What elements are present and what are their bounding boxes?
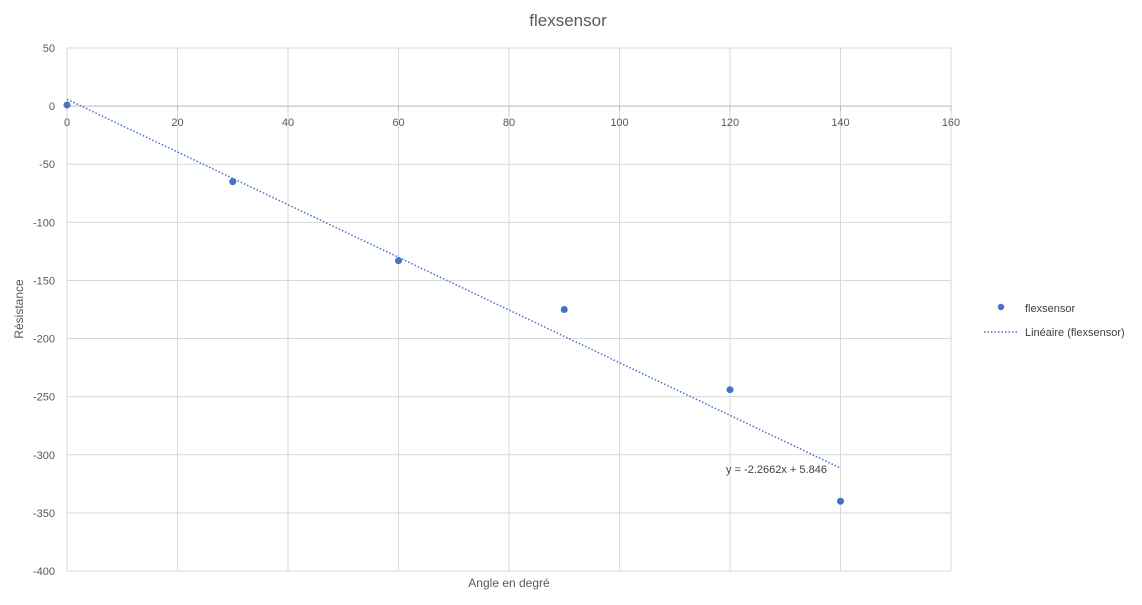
y-tick-label: -150 <box>33 275 55 287</box>
x-tick-label: 60 <box>392 117 404 129</box>
y-tick-label: -300 <box>33 450 55 462</box>
y-tick-label: -50 <box>39 159 55 171</box>
y-tick-label: -100 <box>33 217 55 229</box>
legend-label-flexsensor: flexsensor <box>1025 303 1075 315</box>
y-tick-label: -350 <box>33 508 55 520</box>
data-point <box>63 101 71 109</box>
x-tick-label: 140 <box>831 117 849 129</box>
x-tick-label: 100 <box>610 117 628 129</box>
data-point <box>837 497 844 505</box>
trendline-layer <box>66 98 841 469</box>
y-tick-label: 50 <box>43 43 55 55</box>
legend: flexsensor Linéaire (flexsensor) <box>984 303 1125 339</box>
gridlines <box>66 47 952 572</box>
data-point <box>395 257 402 265</box>
y-tick-label: -200 <box>33 334 55 346</box>
y-tick-label: 0 <box>49 101 55 113</box>
x-tick-label: 0 <box>64 117 70 129</box>
x-tick-label: 160 <box>942 117 960 129</box>
y-tick-label: -400 <box>33 566 55 578</box>
data-point <box>229 178 237 186</box>
legend-marker-flexsensor <box>997 303 1005 311</box>
x-tick-label: 20 <box>171 117 183 129</box>
x-tick-label: 80 <box>503 117 515 129</box>
trendline-equation: y = -2.2662x + 5.846 <box>726 464 827 476</box>
legend-label-trendline: Linéaire (flexsensor) <box>1025 327 1125 339</box>
x-tick-label: 120 <box>721 117 739 129</box>
x-axis-ticks: 0 20 40 60 80 100 120 140 160 <box>64 106 960 129</box>
x-axis-title: Angle en degré <box>468 576 550 590</box>
chart-title: flexsensor <box>529 11 607 30</box>
y-tick-label: -250 <box>33 392 55 404</box>
trendline <box>66 98 841 469</box>
y-axis-title: Résistance <box>12 279 26 339</box>
y-axis-ticks: 50 0 -50 -100 -150 -200 -250 -300 -350 -400 <box>33 43 55 578</box>
data-point <box>726 386 734 394</box>
data-points <box>63 101 844 505</box>
x-tick-label: 40 <box>282 117 294 129</box>
data-point <box>560 306 568 313</box>
